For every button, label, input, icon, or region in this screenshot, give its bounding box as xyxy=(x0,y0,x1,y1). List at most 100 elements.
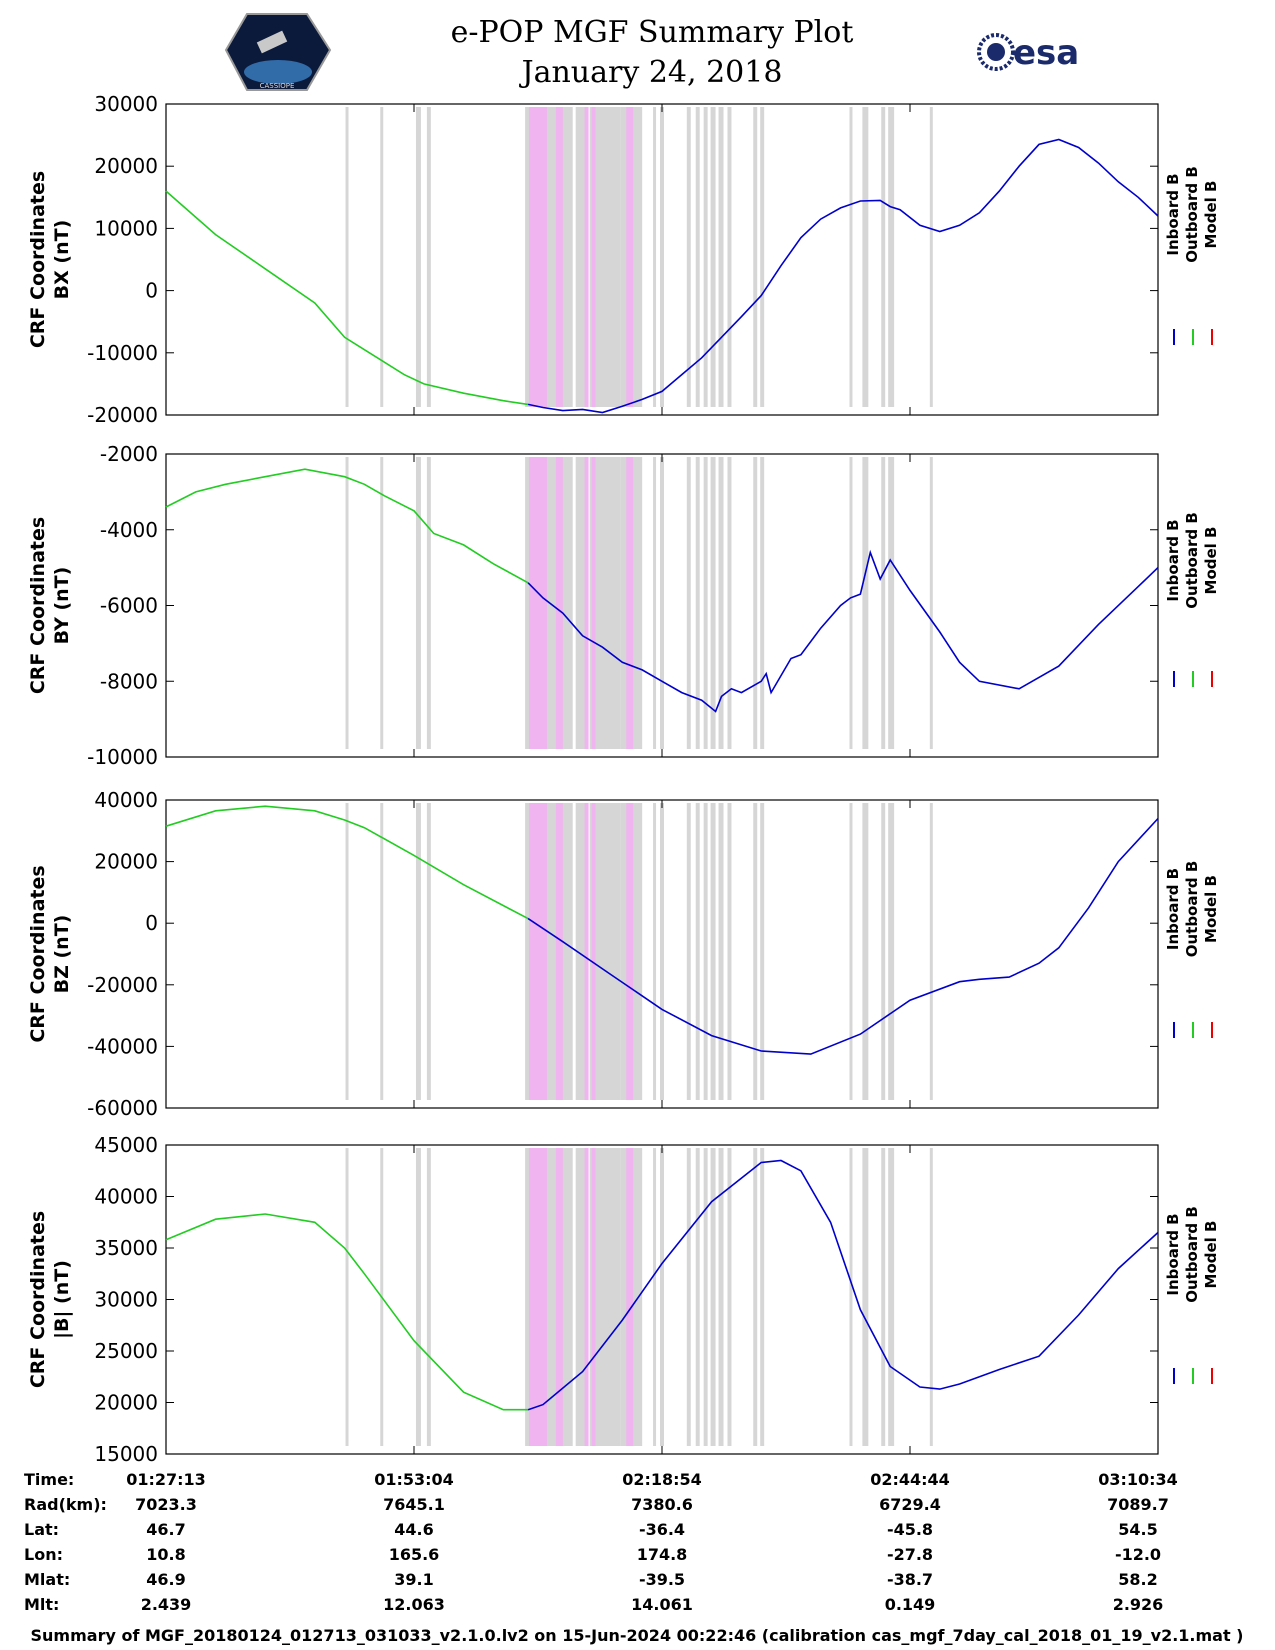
gray-band xyxy=(929,457,933,749)
table-cell: 7089.7 xyxy=(1107,1495,1169,1514)
pink-band xyxy=(626,1148,634,1446)
gray-band xyxy=(575,803,586,1100)
y-tick-label: -20000 xyxy=(87,403,158,427)
y-tick-label: 15000 xyxy=(94,1442,158,1466)
series-inboard-line xyxy=(527,138,1159,414)
gray-band xyxy=(849,803,853,1100)
table-cell: 12.063 xyxy=(383,1595,445,1614)
gray-band xyxy=(727,457,732,749)
gray-band xyxy=(686,1148,691,1446)
gray-band xyxy=(345,803,349,1100)
table-cell: 01:27:13 xyxy=(126,1470,206,1489)
gray-band xyxy=(718,107,724,407)
series-inboard-line xyxy=(527,1159,1159,1411)
pink-band xyxy=(591,107,596,407)
y-tick-label: 35000 xyxy=(94,1236,158,1260)
gray-band xyxy=(426,803,431,1100)
table-cell: 54.5 xyxy=(1118,1520,1157,1539)
table-cell: -27.8 xyxy=(887,1545,933,1564)
gray-band xyxy=(345,457,349,749)
gray-band xyxy=(727,803,732,1100)
gray-band xyxy=(753,1148,758,1446)
gray-band xyxy=(695,1148,700,1446)
table-cell: 01:53:04 xyxy=(374,1470,454,1489)
legend-label: Outboard B xyxy=(1183,861,1201,958)
gray-band xyxy=(660,107,664,407)
header: CASSIOPE e-POP MGF Summary Plot January … xyxy=(224,13,1079,91)
gray-band xyxy=(426,107,431,407)
panel-by: -10000 -8000 -6000 -4000 -2000 CRF Coordinate… xyxy=(27,442,1220,769)
gray-band xyxy=(710,803,716,1100)
gray-band xyxy=(888,107,895,407)
table-cell: 02:44:44 xyxy=(870,1470,950,1489)
legend-label: Inboard B xyxy=(1164,173,1182,255)
table-cell: 14.061 xyxy=(631,1595,693,1614)
series-inboard-line xyxy=(527,549,1159,713)
gray-band xyxy=(415,803,421,1100)
legend-label: Outboard B xyxy=(1183,166,1201,263)
legend-label: Outboard B xyxy=(1183,1206,1201,1303)
esa-logo: esa xyxy=(977,33,1079,73)
y-tick-label: 30000 xyxy=(94,92,158,116)
pink-band xyxy=(584,803,589,1100)
panel-bx: -20000 -10000 0 10000 20000 30000 CRF Coordina… xyxy=(27,92,1220,427)
series-outboard-line xyxy=(165,1213,529,1411)
gray-band xyxy=(380,457,384,749)
gray-band xyxy=(415,107,421,407)
gray-band xyxy=(660,457,664,749)
y-tick-label: 20000 xyxy=(94,154,158,178)
panel-bz: -60000 -40000 -20000 0 20000 40000 CRF Coordin… xyxy=(27,788,1220,1120)
series-outboard-line xyxy=(165,190,529,406)
pink-band xyxy=(529,803,547,1100)
gray-band xyxy=(660,1148,664,1446)
panel-bmag: 15000 20000 25000 30000 35000 40000 45000 CRF C… xyxy=(27,1133,1220,1466)
gray-band xyxy=(760,803,765,1100)
y-tick-label: 40000 xyxy=(94,788,158,812)
legend-label: Model B xyxy=(1202,181,1220,249)
y-tick-label: 0 xyxy=(145,279,158,303)
gray-band xyxy=(888,1148,895,1446)
y-tick-label: 30000 xyxy=(94,1288,158,1312)
y-tick-label: -60000 xyxy=(87,1096,158,1120)
table-cell: 165.6 xyxy=(389,1545,440,1564)
table-cell: 7645.1 xyxy=(383,1495,445,1514)
gray-band xyxy=(703,107,708,407)
legend-label: Model B xyxy=(1202,527,1220,595)
gray-band xyxy=(849,107,853,407)
gray-band xyxy=(703,457,708,749)
table-cell: 0.149 xyxy=(885,1595,936,1614)
table-cell: 6729.4 xyxy=(879,1495,941,1514)
y-tick-label: 10000 xyxy=(94,216,158,240)
series-outboard-line xyxy=(165,805,529,920)
gray-band xyxy=(862,457,869,749)
gray-band xyxy=(660,803,664,1100)
gray-band xyxy=(653,803,657,1100)
y-axis-label: BY (nT) xyxy=(51,567,73,645)
gray-band xyxy=(575,1148,586,1446)
gray-band xyxy=(753,457,758,749)
table-cell: 2.926 xyxy=(1113,1595,1164,1614)
gray-band xyxy=(710,457,716,749)
pink-band xyxy=(626,107,634,407)
gray-band xyxy=(718,1148,724,1446)
y-axis-label: CRF Coordinates xyxy=(27,865,49,1042)
table-row-label: Lon: xyxy=(24,1545,63,1564)
pink-band xyxy=(591,1148,596,1446)
gray-band xyxy=(686,803,691,1100)
y-tick-label: -6000 xyxy=(100,594,158,618)
table-cell: 10.8 xyxy=(146,1545,185,1564)
gray-band xyxy=(380,107,384,407)
pink-band xyxy=(584,107,589,407)
gray-band xyxy=(760,457,765,749)
gray-band xyxy=(753,803,758,1100)
cassiope-logo-text: CASSIOPE xyxy=(260,82,295,90)
table-cell: 58.2 xyxy=(1118,1570,1157,1589)
y-tick-label: 45000 xyxy=(94,1133,158,1157)
table-cell: -39.5 xyxy=(639,1570,685,1589)
pink-band xyxy=(529,457,547,749)
gray-band xyxy=(380,803,384,1100)
table-cell: 39.1 xyxy=(394,1570,433,1589)
gray-band xyxy=(929,803,933,1100)
gray-band xyxy=(760,107,765,407)
pink-band xyxy=(555,803,563,1100)
